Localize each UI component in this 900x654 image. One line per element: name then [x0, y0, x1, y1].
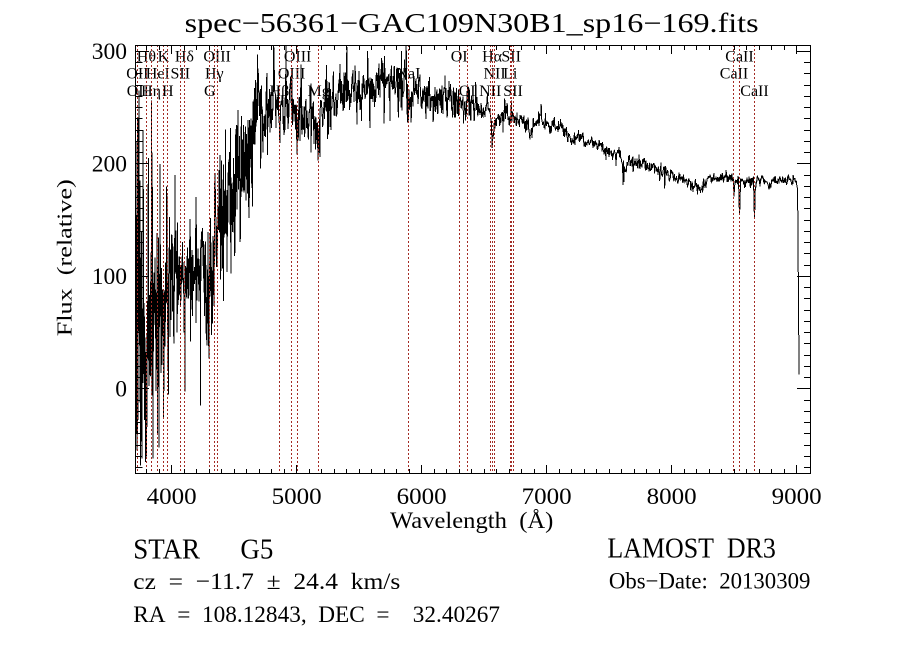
- svg-text:cz = −11.7 ± 24.4 km/s: cz = −11.7 ± 24.4 km/s: [133, 569, 400, 595]
- svg-text:Mg: Mg: [307, 83, 329, 100]
- svg-text:Wavelength (Å): Wavelength (Å): [390, 508, 553, 534]
- svg-text:STAR G5: STAR G5: [133, 534, 273, 565]
- svg-text:OIII: OIII: [203, 48, 231, 65]
- svg-text:RA = 108.12843, DEC = 32.4026: RA = 108.12843, DEC = 32.40267: [133, 602, 500, 628]
- svg-text:SII: SII: [503, 83, 523, 100]
- svg-text:G: G: [204, 83, 216, 100]
- svg-text:5000: 5000: [272, 484, 322, 510]
- svg-text:Obs−Date: 20130309: Obs−Date: 20130309: [609, 569, 811, 594]
- svg-text:Hδ: Hδ: [175, 48, 194, 65]
- svg-text:CaII: CaII: [740, 83, 768, 100]
- svg-text:Hα: Hα: [482, 48, 503, 65]
- svg-text:Flux (relative): Flux (relative): [53, 179, 77, 336]
- svg-text:NII: NII: [479, 83, 501, 100]
- svg-text:8000: 8000: [647, 484, 697, 510]
- svg-text:OIII: OIII: [284, 48, 312, 65]
- svg-text:OII: OII: [127, 83, 149, 100]
- svg-text:7000: 7000: [522, 484, 572, 510]
- svg-text:OI: OI: [451, 48, 468, 65]
- svg-text:100: 100: [92, 264, 127, 290]
- svg-text:Hη: Hη: [141, 83, 161, 100]
- svg-text:9000: 9000: [772, 484, 822, 510]
- svg-text:LAMOST DR3: LAMOST DR3: [607, 534, 776, 565]
- svg-text:K: K: [158, 48, 170, 65]
- svg-text:4000: 4000: [147, 484, 197, 510]
- svg-text:CaII: CaII: [725, 48, 753, 65]
- svg-text:300: 300: [92, 39, 127, 65]
- svg-text:6000: 6000: [397, 484, 447, 510]
- svg-text:spec−56361−GAC109N30B1_sp16−16: spec−56361−GAC109N30B1_sp16−169.fits: [185, 8, 759, 38]
- svg-text:200: 200: [92, 152, 127, 178]
- svg-text:0: 0: [115, 377, 127, 403]
- svg-text:H: H: [162, 83, 174, 100]
- svg-text:SII: SII: [501, 48, 521, 65]
